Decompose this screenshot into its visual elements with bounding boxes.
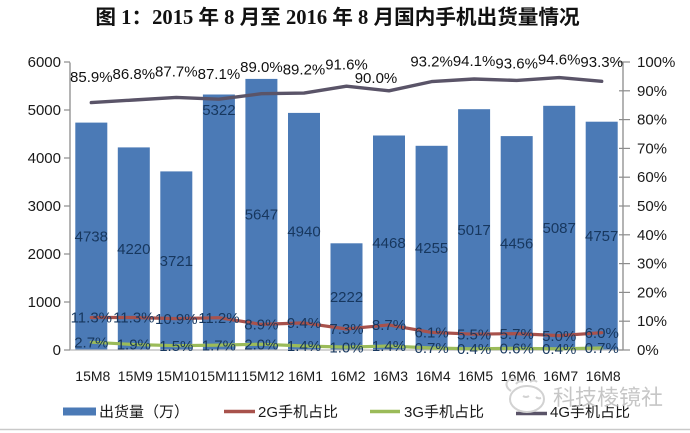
svg-text:1.5%: 1.5%	[159, 338, 193, 355]
svg-text:50%: 50%	[637, 198, 667, 215]
svg-text:20%: 20%	[637, 284, 667, 301]
svg-text:1000: 1000	[28, 294, 61, 311]
svg-text:5017: 5017	[457, 222, 490, 239]
svg-text:5087: 5087	[543, 220, 576, 237]
svg-text:87.1%: 87.1%	[198, 66, 241, 83]
svg-text:16M4: 16M4	[416, 368, 451, 384]
svg-text:11.2%: 11.2%	[198, 310, 239, 327]
svg-text:0: 0	[53, 342, 61, 359]
svg-text:2.7%: 2.7%	[74, 334, 108, 351]
svg-text:8: 8	[353, 7, 374, 29]
svg-text:87.7%: 87.7%	[155, 64, 198, 81]
svg-text:11.3%: 11.3%	[71, 310, 112, 327]
svg-text:85.9%: 85.9%	[70, 69, 113, 86]
svg-text:4000: 4000	[28, 150, 61, 167]
svg-text:70%: 70%	[637, 140, 667, 157]
svg-text:16M3: 16M3	[373, 368, 408, 384]
svg-text:4468: 4468	[372, 235, 405, 252]
svg-text:4738: 4738	[75, 229, 108, 246]
svg-text:1: 1	[116, 7, 131, 29]
svg-text:5.7%: 5.7%	[500, 326, 534, 343]
svg-text:89.0%: 89.0%	[240, 59, 283, 76]
svg-text:94.6%: 94.6%	[538, 52, 581, 69]
svg-text:10.9%: 10.9%	[155, 311, 198, 328]
svg-text:100%: 100%	[637, 54, 675, 71]
svg-text:94.1%: 94.1%	[453, 53, 496, 70]
svg-text:5000: 5000	[28, 102, 61, 119]
svg-text:86.8%: 86.8%	[113, 66, 156, 83]
svg-text:90.0%: 90.0%	[355, 70, 398, 87]
svg-text:8.9%: 8.9%	[244, 317, 278, 334]
svg-text:80%: 80%	[637, 112, 667, 129]
svg-text:7.3%: 7.3%	[329, 321, 363, 338]
svg-text:5.5%: 5.5%	[457, 326, 491, 343]
svg-text:93.2%: 93.2%	[410, 54, 453, 71]
svg-text:0.7%: 0.7%	[414, 340, 448, 357]
svg-text:16M2: 16M2	[330, 368, 365, 384]
svg-text:2.0%: 2.0%	[244, 336, 278, 353]
svg-text:15M12: 15M12	[241, 368, 284, 384]
svg-text:16M8: 16M8	[586, 368, 621, 384]
svg-text:15M11: 15M11	[200, 368, 242, 384]
svg-text:2G: 2G	[258, 404, 278, 421]
svg-text:6.1%: 6.1%	[414, 325, 448, 342]
svg-text:6000: 6000	[28, 54, 61, 71]
svg-text:2222: 2222	[330, 289, 363, 306]
svg-text:1.7%: 1.7%	[202, 337, 236, 354]
svg-text:40%: 40%	[637, 227, 667, 244]
svg-text:4G: 4G	[550, 404, 570, 421]
svg-text:10%: 10%	[637, 313, 667, 330]
svg-text:5.0%: 5.0%	[542, 328, 576, 345]
svg-text:93.6%: 93.6%	[495, 56, 538, 73]
svg-text:1.4%: 1.4%	[287, 338, 321, 355]
svg-text:60%: 60%	[637, 169, 667, 186]
svg-text:9.4%: 9.4%	[287, 315, 321, 332]
svg-text:0.7%: 0.7%	[585, 340, 619, 357]
svg-text:4220: 4220	[117, 241, 150, 258]
svg-text:30%: 30%	[637, 256, 667, 273]
svg-text:6.0%: 6.0%	[585, 325, 619, 342]
svg-text:15M10: 15M10	[156, 368, 199, 384]
svg-text:90%: 90%	[637, 83, 667, 100]
svg-text:16M7: 16M7	[543, 368, 578, 384]
svg-text:91.6%: 91.6%	[325, 57, 368, 74]
svg-text:15M9: 15M9	[118, 368, 153, 384]
svg-text:0.4%: 0.4%	[542, 341, 576, 358]
svg-text:2016: 2016	[281, 7, 332, 29]
svg-text:4456: 4456	[500, 235, 533, 252]
svg-text:8.7%: 8.7%	[372, 317, 406, 334]
svg-text:1.0%: 1.0%	[329, 339, 363, 356]
svg-text:8: 8	[219, 7, 240, 29]
svg-text:2015: 2015	[152, 7, 198, 29]
svg-text:0.4%: 0.4%	[457, 341, 491, 358]
svg-text:16M1: 16M1	[288, 368, 323, 384]
svg-text:3000: 3000	[28, 198, 61, 215]
svg-text:5322: 5322	[202, 102, 235, 119]
svg-text:11.3%: 11.3%	[113, 310, 154, 327]
svg-text:5647: 5647	[245, 207, 278, 224]
svg-text:4255: 4255	[415, 240, 448, 257]
svg-text:4757: 4757	[585, 228, 618, 245]
svg-text:3G: 3G	[404, 404, 424, 421]
svg-text:1.4%: 1.4%	[372, 338, 406, 355]
svg-text:2000: 2000	[28, 246, 61, 263]
svg-text:0.6%: 0.6%	[500, 341, 534, 358]
svg-text:1.9%: 1.9%	[117, 337, 151, 354]
svg-text:15M8: 15M8	[75, 368, 110, 384]
svg-text:93.3%: 93.3%	[580, 54, 623, 71]
svg-text:89.2%: 89.2%	[283, 62, 326, 79]
svg-text:16M5: 16M5	[458, 368, 493, 384]
svg-text:4940: 4940	[287, 224, 320, 241]
svg-text:3721: 3721	[160, 253, 193, 270]
svg-text:0%: 0%	[637, 342, 659, 359]
